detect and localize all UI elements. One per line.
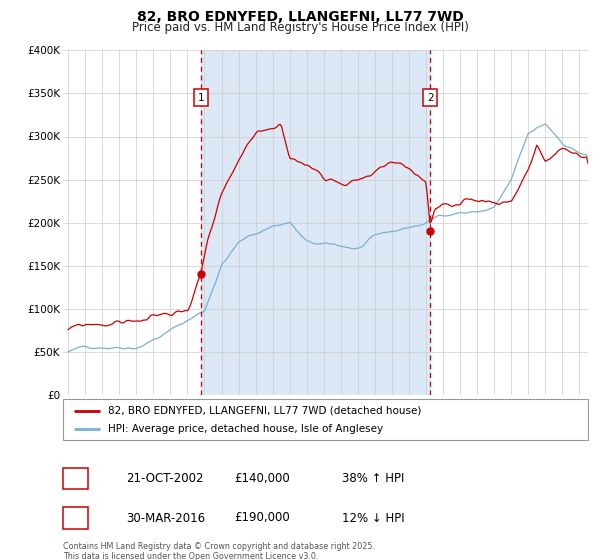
Text: 30-MAR-2016: 30-MAR-2016 xyxy=(126,511,205,525)
Text: 82, BRO EDNYFED, LLANGEFNI, LL77 7WD (detached house): 82, BRO EDNYFED, LLANGEFNI, LL77 7WD (de… xyxy=(107,405,421,416)
Text: 12% ↓ HPI: 12% ↓ HPI xyxy=(342,511,404,525)
Text: 2: 2 xyxy=(72,511,79,525)
Text: £140,000: £140,000 xyxy=(234,472,290,486)
Text: 38% ↑ HPI: 38% ↑ HPI xyxy=(342,472,404,486)
Text: £190,000: £190,000 xyxy=(234,511,290,525)
Text: HPI: Average price, detached house, Isle of Anglesey: HPI: Average price, detached house, Isle… xyxy=(107,424,383,433)
Bar xyxy=(201,50,430,395)
Text: Contains HM Land Registry data © Crown copyright and database right 2025.
This d: Contains HM Land Registry data © Crown c… xyxy=(63,542,375,560)
Text: Price paid vs. HM Land Registry's House Price Index (HPI): Price paid vs. HM Land Registry's House … xyxy=(131,21,469,34)
Text: 1: 1 xyxy=(197,93,204,102)
Text: 1: 1 xyxy=(72,472,79,486)
Text: 82, BRO EDNYFED, LLANGEFNI, LL77 7WD: 82, BRO EDNYFED, LLANGEFNI, LL77 7WD xyxy=(137,10,463,24)
Text: 21-OCT-2002: 21-OCT-2002 xyxy=(126,472,203,486)
Text: 2: 2 xyxy=(427,93,433,102)
